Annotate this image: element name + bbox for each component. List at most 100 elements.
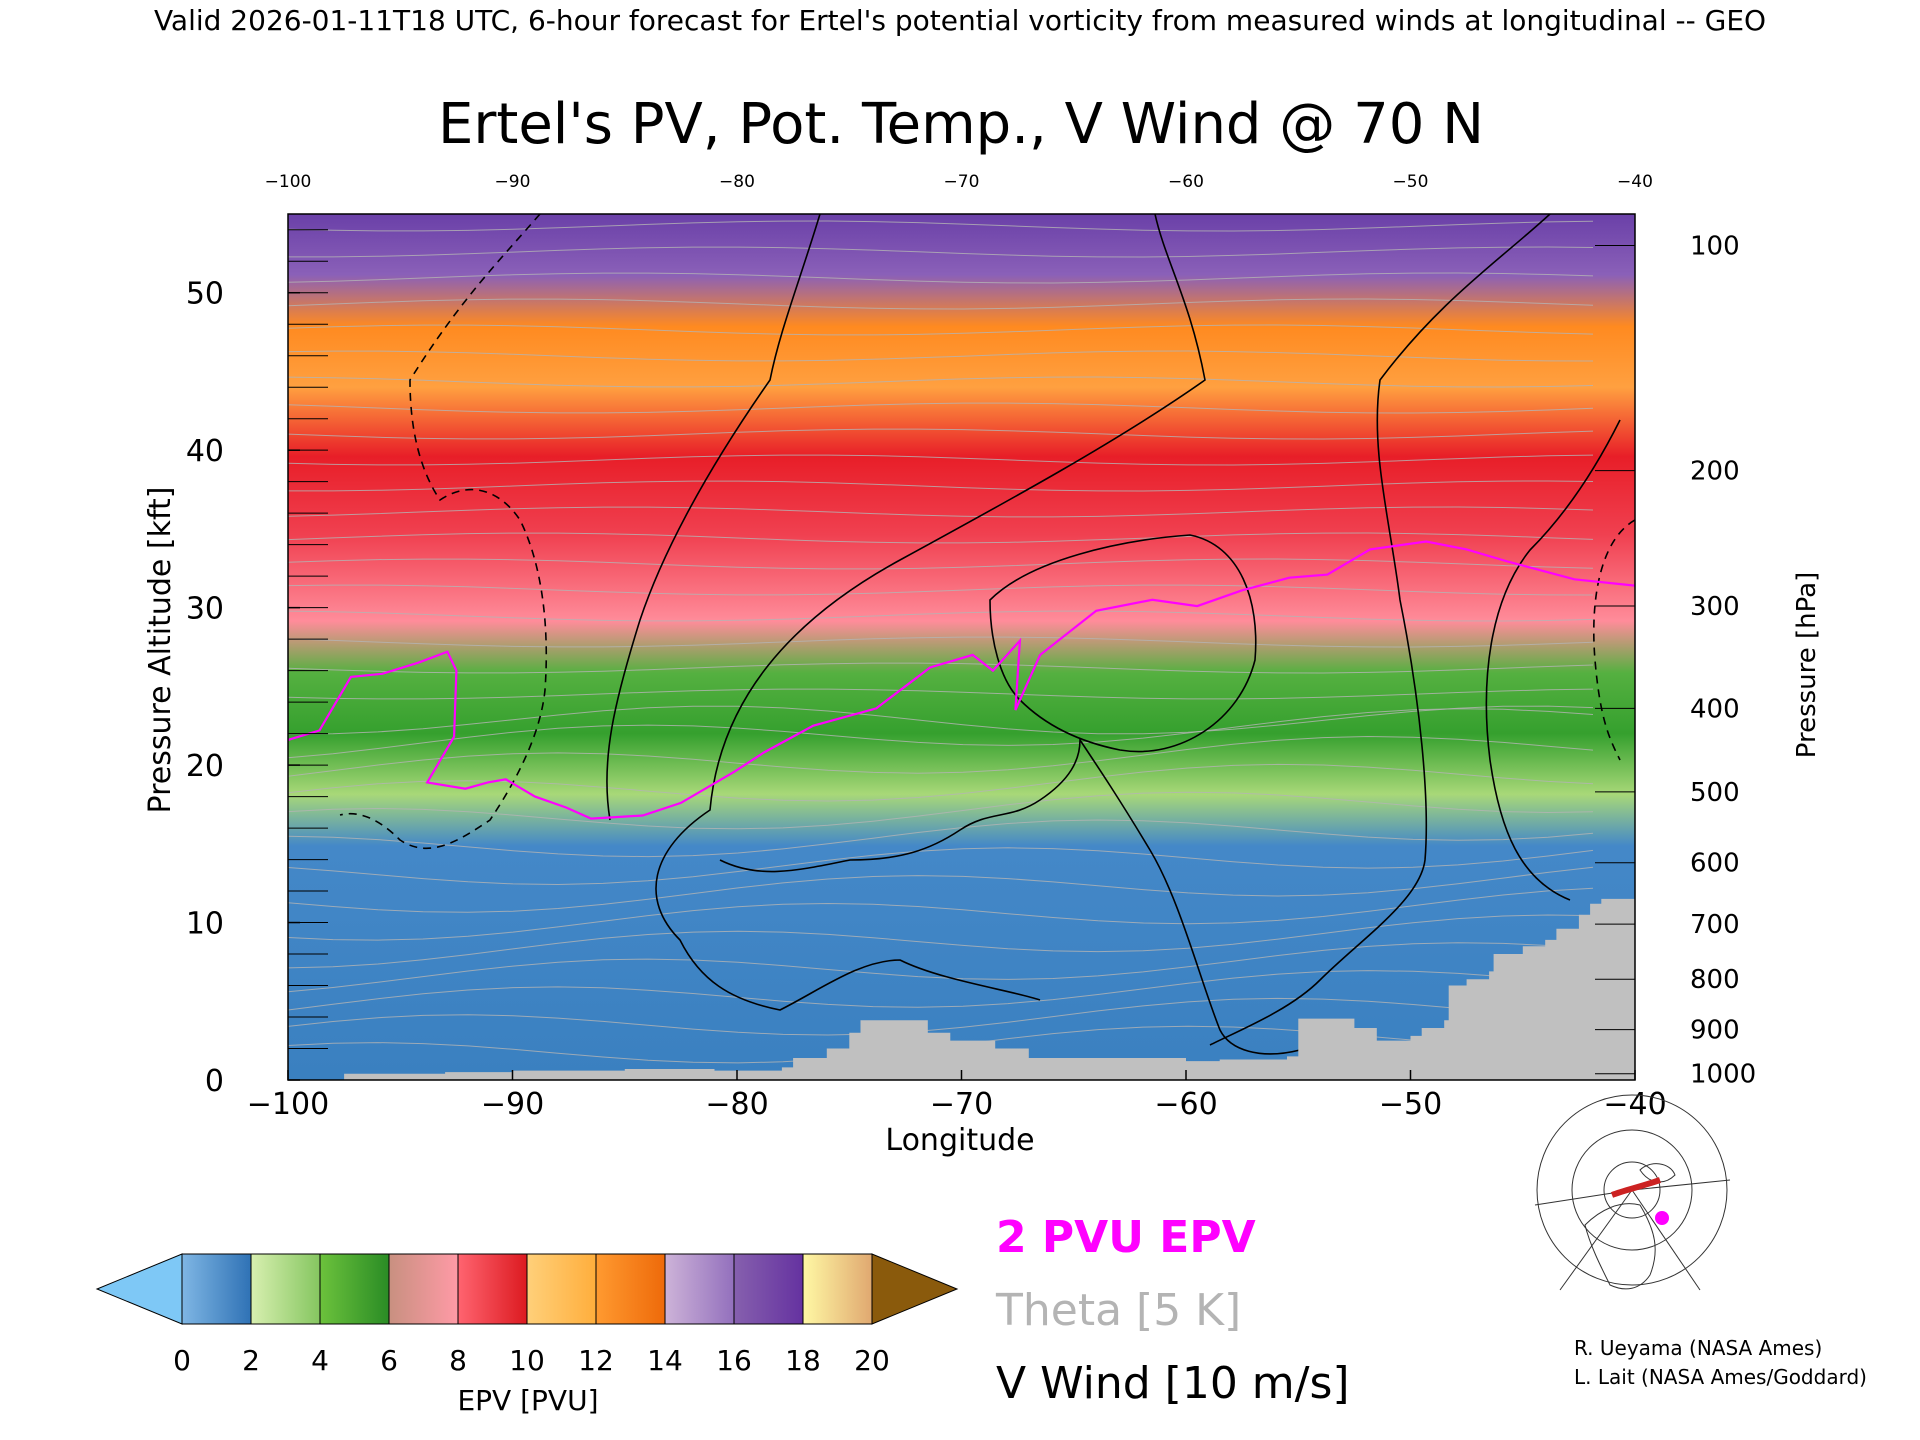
theta-contour xyxy=(288,866,1594,913)
v-wind-contour xyxy=(1592,519,1635,761)
colorbar-band xyxy=(526,1253,597,1325)
theta-contour xyxy=(288,506,1594,518)
cross-section-line xyxy=(1610,1177,1661,1198)
pressure-tick-label: 400 xyxy=(1690,694,1740,724)
colorbar-tick-label: 6 xyxy=(380,1344,398,1377)
y-axis-label-left: Pressure Altitude [kft] xyxy=(143,487,178,814)
top-tick-label: −80 xyxy=(719,172,755,192)
globe-outline xyxy=(1536,1094,1728,1286)
theta-contour xyxy=(288,942,1594,993)
colorbar-tick-label: 20 xyxy=(854,1344,890,1377)
pressure-tick-label: 300 xyxy=(1690,592,1740,622)
latitude-circle xyxy=(1603,1161,1661,1219)
theta-contour xyxy=(288,735,1594,777)
continent-outline xyxy=(1584,1203,1656,1290)
v-wind-contour xyxy=(1209,214,1551,1046)
v-wind-contour xyxy=(655,214,1206,1011)
theta-contour xyxy=(288,688,1594,700)
colorbar-band xyxy=(595,1253,666,1325)
plot-area xyxy=(288,195,1635,1080)
latitude-circle xyxy=(1571,1129,1693,1251)
theta-contour xyxy=(288,195,1593,205)
top-tick-label: −70 xyxy=(944,172,980,192)
y-tick-label: 30 xyxy=(186,592,224,627)
meridian xyxy=(1559,1189,1633,1291)
theta-contour xyxy=(288,220,1594,232)
terrain xyxy=(288,898,1635,1080)
x-tick-label: −50 xyxy=(1379,1087,1442,1122)
theta-contour xyxy=(288,246,1594,258)
colorbar-tick-label: 18 xyxy=(785,1344,821,1377)
legend-theta: Theta [5 K] xyxy=(995,1285,1241,1336)
theta-contour xyxy=(288,454,1594,466)
pressure-tick-label: 900 xyxy=(1690,1016,1740,1046)
colorbar-band xyxy=(664,1253,735,1325)
v-wind-contour xyxy=(1485,419,1621,901)
pressure-tick-label: 800 xyxy=(1690,965,1740,995)
theta-contour xyxy=(288,402,1594,414)
y-axis-label-right: Pressure [hPa] xyxy=(1792,572,1822,759)
colorbar-band xyxy=(733,1253,804,1325)
pressure-tick-label: 1000 xyxy=(1690,1060,1756,1090)
x-tick-label: −40 xyxy=(1603,1087,1666,1122)
theta-contour xyxy=(288,819,1594,858)
colorbar-label: EPV [PVU] xyxy=(457,1384,598,1417)
pressure-tick-label: 500 xyxy=(1690,778,1740,808)
location-marker xyxy=(1655,1211,1669,1225)
theta-contour xyxy=(288,791,1594,830)
theta-contour xyxy=(288,324,1594,336)
v-wind-contour xyxy=(719,737,1301,1055)
theta-contour xyxy=(288,272,1594,284)
colorbar-band xyxy=(181,1253,252,1325)
colorbar-over-triangle xyxy=(871,1253,959,1325)
x-axis-label: Longitude xyxy=(885,1123,1034,1158)
y-tick-label: 40 xyxy=(186,434,224,469)
colorbar-tick-label: 16 xyxy=(716,1344,752,1377)
valid-time-header: Valid 2026-01-11T18 UTC, 6-hour forecast… xyxy=(154,4,1766,37)
colorbar-tick-label: 10 xyxy=(509,1344,545,1377)
theta-contour xyxy=(288,610,1594,622)
pressure-tick-label: 200 xyxy=(1690,457,1740,487)
theta-contour xyxy=(288,914,1594,969)
x-tick-label: −60 xyxy=(1154,1087,1217,1122)
pv2-contour xyxy=(288,540,1635,820)
chart-title: Ertel's PV, Pot. Temp., V Wind @ 70 N xyxy=(438,92,1484,157)
colorbar-tick-label: 12 xyxy=(578,1344,614,1377)
theta-contour xyxy=(288,847,1594,886)
y-tick-label: 10 xyxy=(186,907,224,942)
colorbar-tick-label: 14 xyxy=(647,1344,683,1377)
legend-vwind: V Wind [10 m/s] xyxy=(996,1358,1350,1409)
theta-contour xyxy=(288,376,1594,388)
theta-contour xyxy=(288,298,1594,310)
y-tick-label: 0 xyxy=(205,1064,224,1099)
axes: −100 −100 −90 −90 −80 −80 −70 −70 −60 −60 −50 −50 −4… xyxy=(186,172,1756,1122)
top-tick-label: −50 xyxy=(1393,172,1429,192)
colorbar-band xyxy=(319,1253,390,1325)
colorbar-tick-label: 4 xyxy=(311,1344,329,1377)
colorbar-tick-label: 2 xyxy=(242,1344,260,1377)
theta-contour xyxy=(288,480,1594,492)
pressure-tick-label: 100 xyxy=(1690,231,1740,261)
colorbar-tick-label: 8 xyxy=(449,1344,467,1377)
y-tick-label: 50 xyxy=(186,277,224,312)
top-tick-label: −100 xyxy=(265,172,312,192)
x-tick-label: −70 xyxy=(930,1087,993,1122)
colorbar-tick-label: 0 xyxy=(173,1344,191,1377)
inset-map xyxy=(1534,1094,1731,1296)
theta-contour xyxy=(288,428,1594,440)
top-tick-label: −90 xyxy=(495,172,531,192)
theta-contour xyxy=(288,584,1594,596)
pressure-tick-label: 600 xyxy=(1690,849,1740,879)
theta-contour xyxy=(288,997,1594,1036)
theta-contour xyxy=(288,636,1594,648)
meridian xyxy=(1631,1189,1701,1291)
meridian xyxy=(1631,1179,1731,1191)
colorbar-band xyxy=(802,1253,873,1325)
theta-contour xyxy=(288,708,1594,759)
theta-contour xyxy=(288,532,1594,544)
x-tick-label: −100 xyxy=(247,1087,329,1122)
top-tick-label: −60 xyxy=(1168,172,1204,192)
theta-contour xyxy=(288,763,1594,802)
top-tick-label: −40 xyxy=(1617,172,1653,192)
